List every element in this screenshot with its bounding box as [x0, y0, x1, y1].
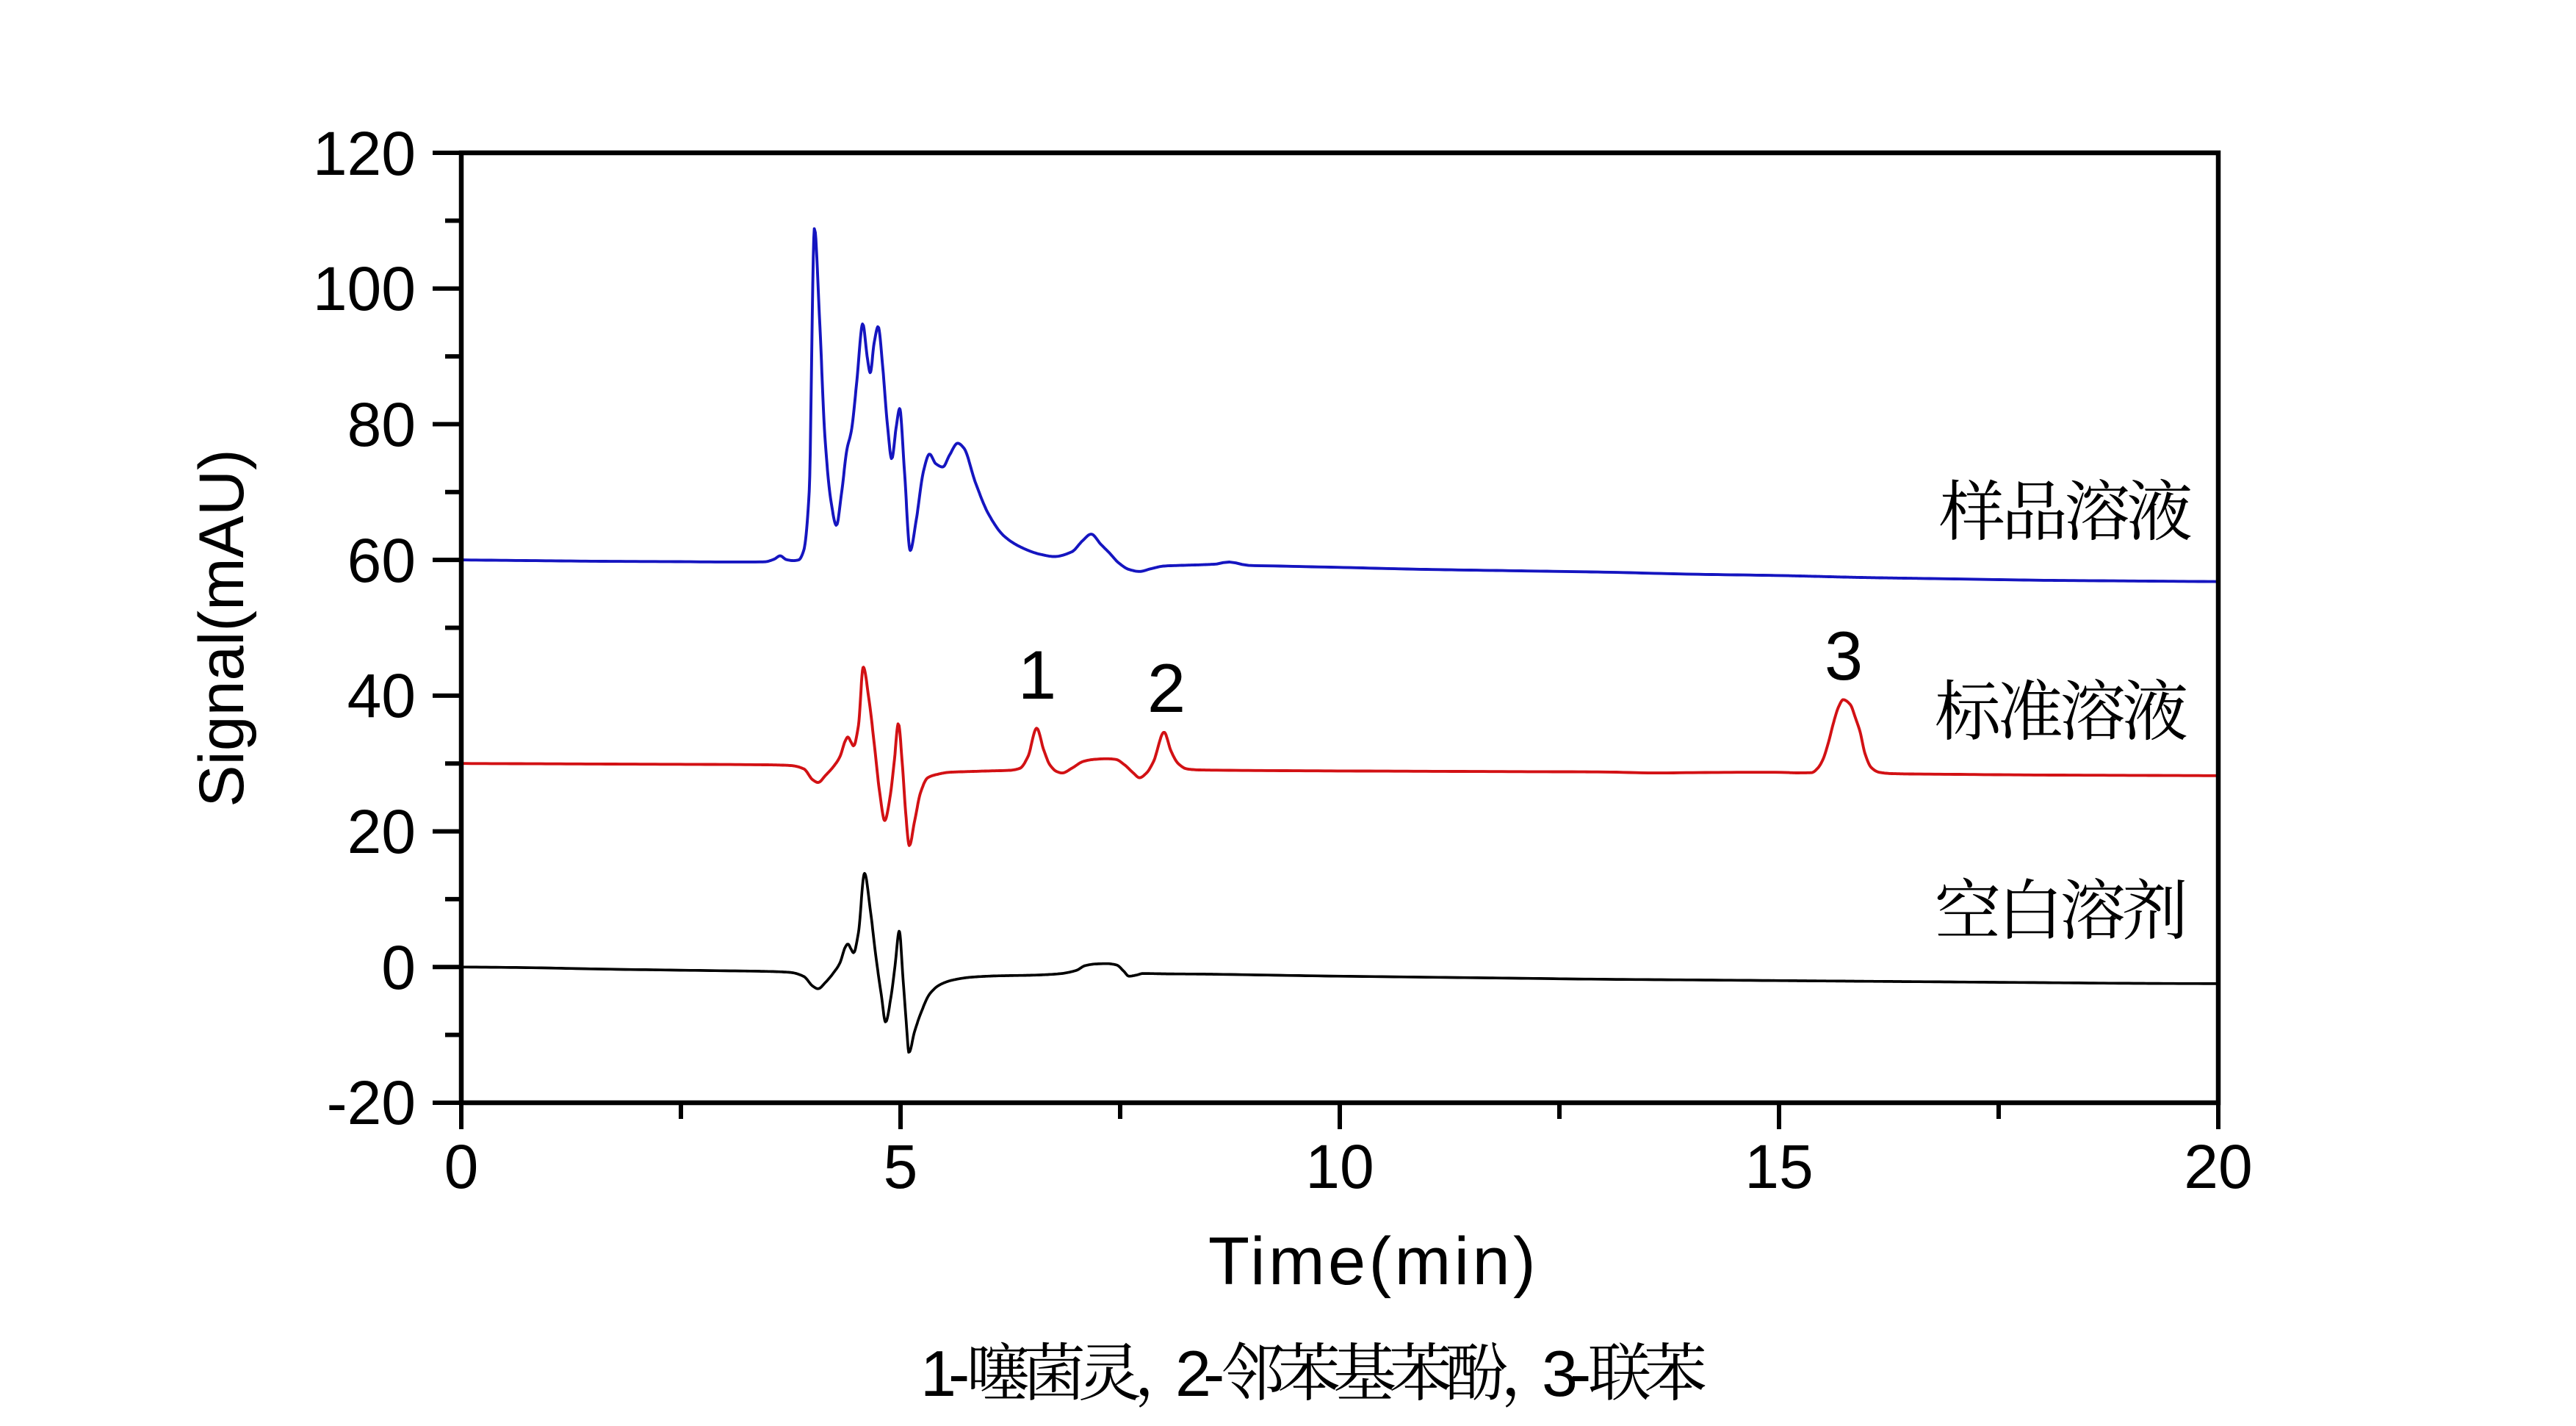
svg-text:120: 120	[313, 119, 416, 188]
svg-text:-20: -20	[327, 1068, 416, 1137]
svg-text:2: 2	[1175, 1337, 1211, 1410]
svg-text:3: 3	[1542, 1337, 1578, 1410]
svg-text:-: -	[948, 1337, 970, 1410]
svg-text:15: 15	[1745, 1132, 1813, 1201]
svg-text:20: 20	[347, 797, 416, 866]
svg-text:Signal(mAU): Signal(mAU)	[187, 449, 257, 807]
svg-text:3: 3	[1825, 617, 1863, 694]
svg-text:100: 100	[313, 254, 416, 323]
svg-text:2: 2	[1147, 649, 1186, 727]
svg-text:1: 1	[1018, 636, 1056, 713]
svg-text:5: 5	[884, 1132, 918, 1201]
svg-text:-: -	[1570, 1337, 1591, 1410]
svg-text:0: 0	[444, 1132, 479, 1201]
svg-text:80: 80	[347, 390, 416, 459]
svg-text:40: 40	[347, 661, 416, 730]
svg-text:Time(min): Time(min)	[1208, 1224, 1539, 1299]
svg-text:20: 20	[2184, 1132, 2252, 1201]
svg-text:0: 0	[381, 933, 416, 1002]
svg-text:-: -	[1203, 1337, 1224, 1410]
svg-text:1: 1	[920, 1337, 956, 1410]
svg-text:60: 60	[347, 526, 416, 595]
svg-text:10: 10	[1305, 1132, 1374, 1201]
